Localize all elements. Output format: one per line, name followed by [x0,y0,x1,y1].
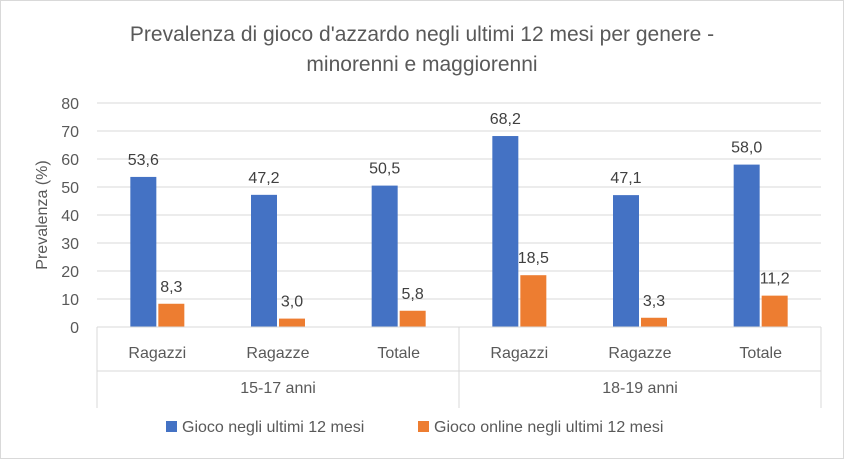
x-category-label: Totale [377,345,420,362]
y-tick-label: 20 [61,264,79,281]
bars [130,136,788,327]
legend-label: Gioco negli ultimi 12 mesi [182,419,364,436]
x-group-label: 18-19 anni [602,380,678,397]
y-tick-label: 80 [61,96,79,113]
y-tick-label: 60 [61,152,79,169]
x-category-label: Ragazzi [128,345,186,362]
y-tick-label: 10 [61,292,79,309]
y-axis-title: Prevalenza (%) [34,160,51,269]
legend-swatch [166,421,177,432]
bar [641,317,667,327]
data-label: 47,1 [610,170,641,187]
x-category-label: Ragazzi [490,345,548,362]
data-label: 3,0 [281,294,303,311]
bar [371,185,398,327]
legend-label: Gioco online negli ultimi 12 mesi [434,419,663,436]
bar [158,303,185,327]
bar [251,194,277,327]
data-label: 3,3 [643,293,665,310]
bar [399,310,426,327]
bar [520,275,547,327]
y-tick-label: 70 [61,124,79,141]
data-label: 53,6 [128,152,159,169]
data-label: 5,8 [402,286,424,303]
data-label: 8,3 [160,279,182,296]
bar [761,295,788,327]
bar [130,176,157,327]
data-labels: 53,6 47,2 50,5 68,2 47,1 58,0 8,3 3,0 5,8 18,5 3,3… [128,111,790,311]
x-group-label: 15-17 anni [240,380,316,397]
x-axis: Ragazzi Ragazze Totale Ragazzi Ragazze Totale… [96,326,822,408]
y-tick-label: 50 [61,180,79,197]
data-label: 11,2 [760,271,790,288]
x-category-label: Totale [739,345,782,362]
data-label: 47,2 [248,170,279,187]
bar [279,318,305,327]
bar [613,195,639,327]
x-category-label: Ragazze [608,345,671,362]
x-category-label: Ragazze [246,345,309,362]
data-label: 68,2 [490,111,521,128]
bar [733,164,760,327]
chart-title-line-2: minorenni e maggiorenni [306,53,537,76]
legend-swatch [418,421,429,432]
bar [492,136,519,327]
y-tick-label: 0 [70,320,79,337]
y-tick-label: 30 [61,236,79,253]
gridlines: 0 10 20 30 40 50 60 70 80 [61,96,821,337]
chart-title-line-1: Prevalenza di gioco d'azzardo negli ulti… [130,23,714,46]
data-label: 58,0 [731,140,762,157]
data-label: 18,5 [518,250,549,267]
legend: Gioco negli ultimi 12 mesi Gioco online n… [166,419,663,436]
y-tick-label: 40 [61,208,79,225]
data-label: 50,5 [369,161,400,178]
